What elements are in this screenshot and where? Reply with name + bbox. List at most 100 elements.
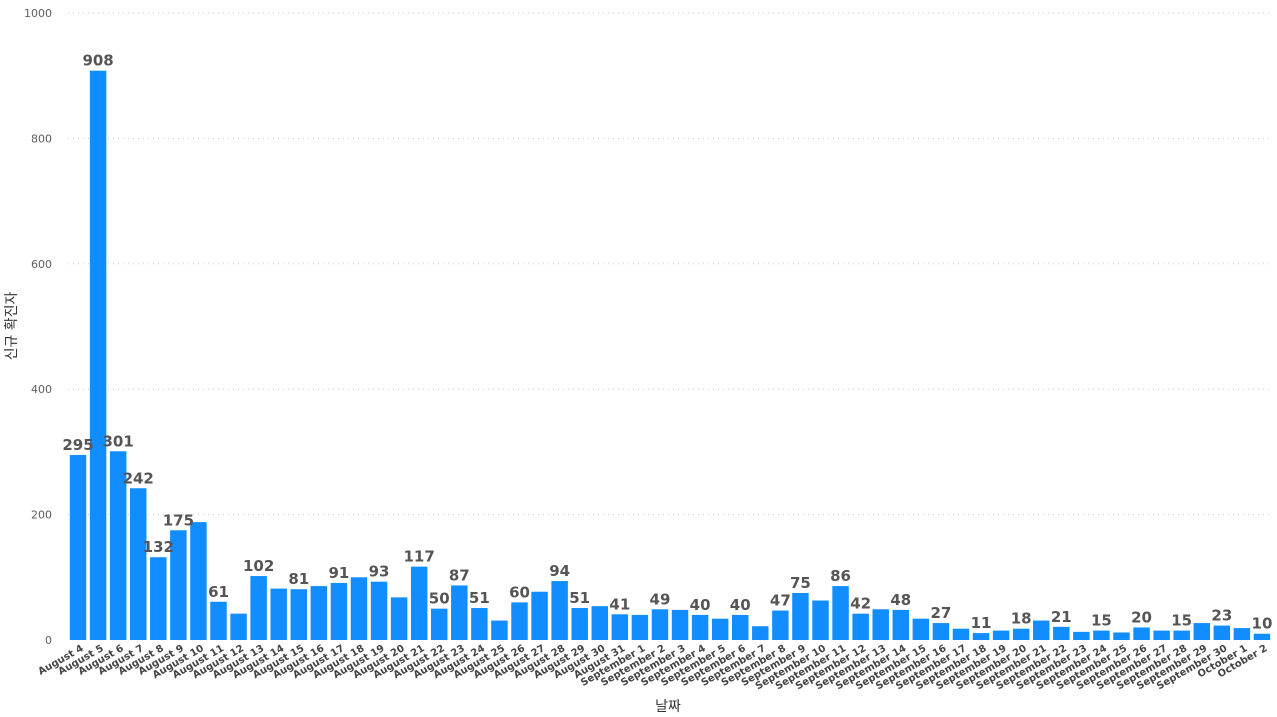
bar[interactable]: [370, 581, 388, 640]
bar[interactable]: [431, 608, 448, 640]
bar[interactable]: [230, 613, 247, 640]
data-label: 102: [243, 557, 274, 575]
bar[interactable]: [410, 566, 428, 640]
bar[interactable]: [1033, 620, 1050, 640]
data-label: 15: [1091, 612, 1112, 630]
data-label: 51: [569, 589, 590, 607]
data-label: 15: [1171, 612, 1192, 630]
bar[interactable]: [732, 614, 749, 640]
bar[interactable]: [812, 600, 829, 640]
bar[interactable]: [772, 610, 789, 640]
bar[interactable]: [1213, 625, 1231, 640]
bar[interactable]: [932, 623, 950, 640]
bar[interactable]: [69, 455, 87, 640]
bar[interactable]: [972, 633, 990, 640]
bar[interactable]: [290, 589, 307, 640]
data-label: 908: [82, 52, 113, 70]
bar[interactable]: [711, 618, 729, 640]
data-label: 50: [429, 590, 450, 608]
bar[interactable]: [350, 577, 368, 640]
bar[interactable]: [270, 588, 287, 640]
bar[interactable]: [752, 626, 769, 640]
bar[interactable]: [1233, 628, 1251, 640]
y-tick-label: 600: [31, 258, 52, 271]
bar[interactable]: [190, 522, 207, 640]
data-label: 94: [549, 562, 570, 580]
bar[interactable]: [451, 585, 468, 640]
bar[interactable]: [631, 614, 649, 640]
data-label: 295: [62, 436, 93, 454]
bar[interactable]: [1093, 630, 1110, 640]
data-label: 301: [103, 432, 134, 450]
data-labels: 295 908 301 242 132 175 61 102 81 91 93 117 50 87 51 60…: [62, 52, 1272, 633]
y-tick-label: 800: [31, 132, 52, 145]
bar[interactable]: [832, 586, 849, 640]
data-label: 20: [1131, 608, 1152, 626]
data-label: 21: [1051, 608, 1072, 626]
bar[interactable]: [89, 70, 107, 640]
bar[interactable]: [792, 592, 809, 640]
bar[interactable]: [310, 586, 328, 640]
bar[interactable]: [471, 608, 488, 640]
bar[interactable]: [130, 488, 147, 640]
bar[interactable]: [1133, 627, 1150, 640]
bar[interactable]: [852, 613, 869, 640]
y-tick-label: 0: [45, 634, 52, 647]
data-label: 132: [143, 538, 174, 556]
bar[interactable]: [1173, 630, 1190, 640]
bar[interactable]: [491, 620, 508, 640]
y-axis-title: 신규 확진자: [4, 291, 20, 360]
bar[interactable]: [892, 609, 909, 640]
data-label: 61: [208, 583, 229, 601]
bar[interactable]: [1113, 632, 1130, 640]
data-label: 47: [770, 592, 791, 610]
bar[interactable]: [992, 630, 1010, 640]
bar[interactable]: [1053, 626, 1070, 640]
bar[interactable]: [611, 614, 629, 640]
bar[interactable]: [330, 582, 348, 640]
data-label: 40: [730, 596, 751, 614]
bar[interactable]: [1073, 631, 1090, 640]
data-label: 42: [850, 595, 871, 613]
bar[interactable]: [250, 576, 267, 640]
bar[interactable]: [150, 557, 167, 640]
data-label: 27: [930, 604, 951, 622]
bar[interactable]: [872, 609, 889, 640]
y-axis-ticks: 0 200 400 600 800 1000: [24, 7, 52, 647]
x-axis-title: 날짜: [655, 699, 681, 715]
bar[interactable]: [551, 581, 568, 640]
bar[interactable]: [210, 601, 227, 640]
bar[interactable]: [390, 597, 408, 640]
bar[interactable]: [671, 609, 689, 640]
data-label: 49: [650, 590, 671, 608]
bar[interactable]: [1153, 630, 1170, 640]
data-label: 87: [449, 566, 470, 584]
bar[interactable]: [1253, 633, 1271, 640]
bar[interactable]: [531, 591, 548, 640]
bar[interactable]: [1012, 628, 1030, 640]
data-label: 11: [971, 614, 992, 632]
bar[interactable]: [952, 628, 970, 640]
bar[interactable]: [912, 618, 930, 640]
bars: [69, 70, 1271, 640]
bar[interactable]: [651, 609, 669, 640]
gridlines: [68, 12, 1272, 516]
data-label: 60: [509, 583, 530, 601]
bar[interactable]: [170, 530, 187, 640]
y-tick-label: 1000: [24, 7, 52, 20]
bar[interactable]: [591, 606, 608, 640]
data-label: 40: [690, 596, 711, 614]
bar[interactable]: [691, 614, 709, 640]
bar[interactable]: [1193, 623, 1210, 640]
data-label: 51: [469, 589, 490, 607]
bar[interactable]: [511, 602, 528, 640]
bar[interactable]: [109, 451, 127, 640]
data-label: 93: [369, 563, 390, 581]
data-label: 48: [890, 591, 911, 609]
bar[interactable]: [571, 608, 588, 640]
data-label: 91: [328, 564, 349, 582]
data-label: 75: [790, 574, 811, 592]
data-label: 10: [1252, 615, 1273, 633]
